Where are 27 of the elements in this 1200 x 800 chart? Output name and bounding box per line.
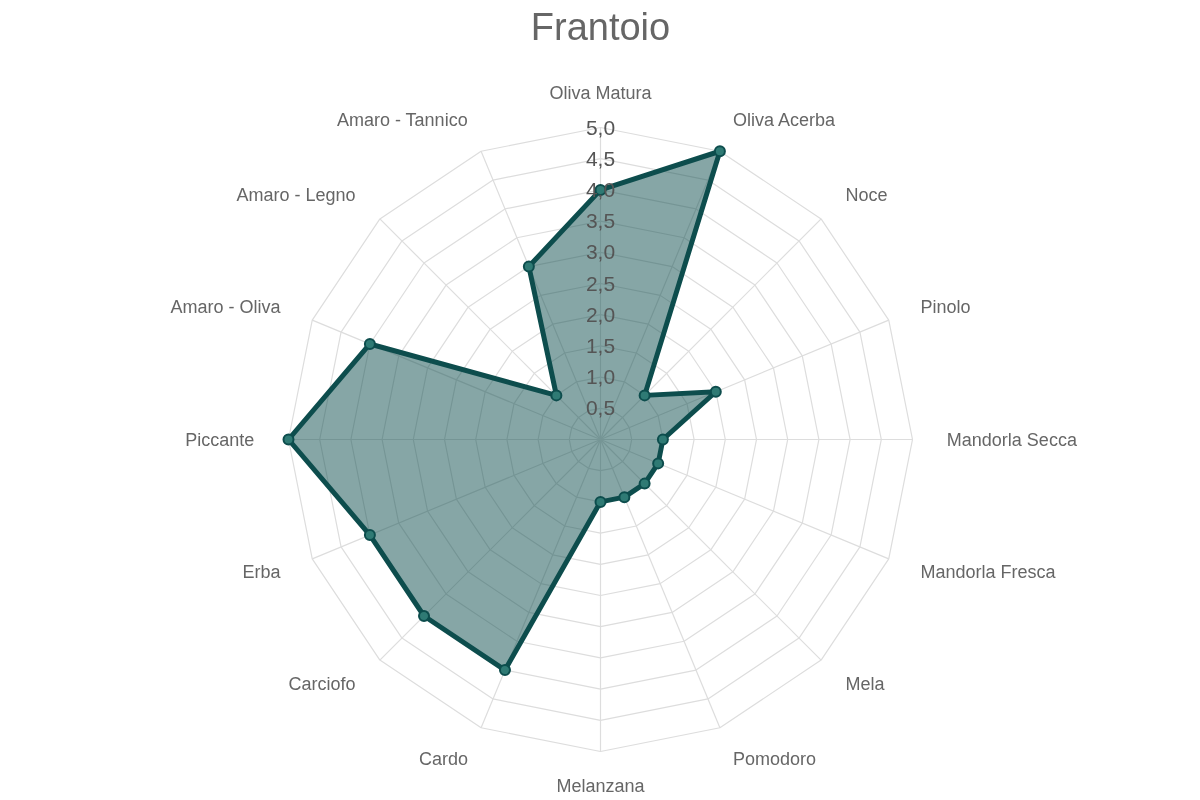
y-tick-label: 4,5 <box>585 146 616 170</box>
spoke-label: Amaro - Legno <box>236 184 356 205</box>
y-tick-label: 2,5 <box>585 271 616 295</box>
spoke-label: Amaro - Oliva <box>170 296 282 317</box>
spoke-label: Mandorla Secca <box>946 429 1078 450</box>
y-tick-label: 0,5 <box>585 396 616 420</box>
spoke-label: Oliva Acerba <box>733 109 837 130</box>
spoke-label: Piccante <box>185 429 255 450</box>
y-tick-label: 3,5 <box>585 209 616 233</box>
y-tick-label: 1,0 <box>585 365 616 389</box>
spoke-label: Melanzana <box>556 775 646 796</box>
spoke-label: Noce <box>845 184 888 205</box>
spoke-label: Amaro - Tannico <box>336 109 468 130</box>
spoke-label: Cardo <box>418 749 468 770</box>
spoke-label: Carciofo <box>288 674 356 695</box>
y-tick-label: 5,0 <box>585 115 616 139</box>
spoke-label: Erba <box>242 562 282 583</box>
y-tick-label: 3,0 <box>585 240 616 264</box>
y-tick-label: 1,5 <box>585 333 616 357</box>
y-tick-label: 4,0 <box>585 177 616 201</box>
y-tick-label: 2,0 <box>585 302 616 326</box>
spoke-label: Pomodoro <box>733 749 817 770</box>
spoke-label: Oliva Matura <box>549 83 653 104</box>
spoke-label: Mela <box>845 674 886 695</box>
spoke-label: Pinolo <box>920 296 971 317</box>
chart-title: Frantoio <box>530 5 671 48</box>
spoke-label: Mandorla Fresca <box>920 562 1057 583</box>
